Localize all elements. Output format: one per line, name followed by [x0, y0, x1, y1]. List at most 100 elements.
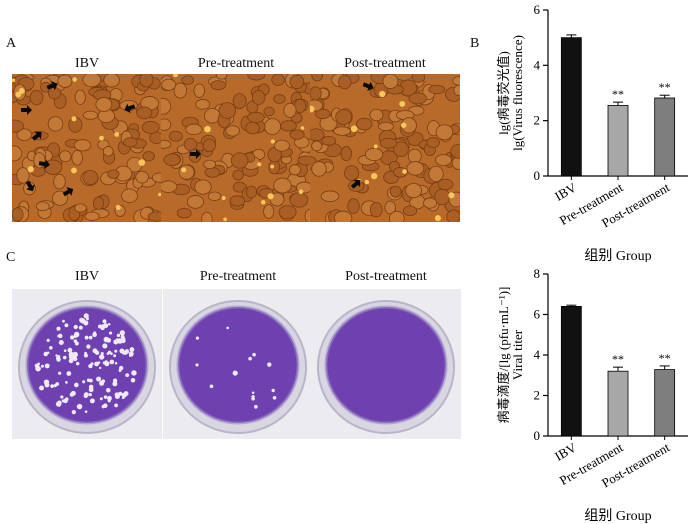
cell	[251, 89, 266, 105]
plaque	[107, 395, 112, 401]
plaque	[70, 390, 76, 396]
plaque	[114, 403, 119, 408]
bright-cell	[27, 166, 34, 173]
plaque	[94, 361, 99, 367]
cell	[84, 211, 100, 221]
cell	[202, 138, 216, 153]
plaque	[73, 334, 77, 339]
bright-cell	[400, 122, 407, 128]
cell	[135, 170, 149, 184]
plaque-well	[311, 289, 461, 439]
bar	[607, 370, 629, 437]
bright-cell	[223, 217, 227, 222]
panel-a-label-pre: Pre-treatment	[197, 56, 275, 71]
panel-a-label-ibv: IBV	[74, 56, 100, 71]
y-tick-label: 6	[534, 2, 541, 17]
cell	[161, 118, 172, 131]
plaque	[248, 356, 252, 361]
plaque	[72, 353, 75, 357]
bright-cell	[402, 169, 407, 175]
bright-cell	[298, 189, 304, 195]
plaque	[55, 354, 58, 357]
cell	[161, 180, 178, 193]
cell	[225, 125, 240, 137]
cell	[161, 98, 172, 115]
plaque	[50, 384, 54, 388]
cell	[195, 99, 211, 110]
arrow-marker-icon	[190, 149, 201, 159]
plaque	[86, 344, 91, 349]
plaque	[66, 371, 72, 376]
arrow-marker-icon	[25, 180, 35, 192]
cell	[82, 110, 99, 120]
cell	[136, 106, 153, 120]
cell	[121, 188, 138, 203]
bright-cell	[257, 162, 262, 167]
cell	[434, 154, 452, 166]
cell	[446, 209, 460, 222]
plaque	[84, 410, 88, 413]
plaque	[108, 331, 113, 335]
y-axis-title: lg(病毒荧光值)	[496, 51, 511, 135]
arrow-marker-icon	[21, 80, 136, 197]
x-axis-title: 组别 Group	[584, 248, 651, 262]
plaque	[267, 362, 272, 367]
cell	[247, 74, 266, 81]
y-axis-title: lg(Virus fluorescence)	[510, 35, 525, 151]
cell	[347, 198, 360, 214]
y-tick-label: 4	[534, 57, 541, 72]
plaque	[124, 349, 130, 354]
cell	[73, 139, 92, 152]
cell	[229, 195, 246, 207]
cell	[408, 92, 427, 105]
cell	[102, 146, 114, 157]
cell	[12, 207, 24, 222]
cell	[273, 94, 286, 104]
plaque	[62, 355, 67, 360]
well-stain	[178, 307, 298, 423]
bright-cell	[71, 167, 77, 174]
arrow-marker-icon	[124, 103, 136, 114]
plaque	[62, 319, 65, 323]
cell	[333, 210, 353, 222]
bar	[607, 105, 629, 177]
cell	[147, 211, 162, 222]
x-tick-label: IBV	[552, 179, 579, 203]
arrow-marker-icon	[350, 81, 374, 189]
micro-image-post	[310, 74, 460, 222]
y-tick-label: 8	[534, 266, 541, 281]
plaque	[76, 403, 83, 410]
plaque	[272, 395, 277, 400]
cell	[186, 195, 205, 209]
plaque	[92, 348, 98, 354]
plaque	[56, 326, 61, 331]
cell	[311, 161, 327, 177]
cell	[181, 75, 195, 85]
bright-cell	[373, 144, 378, 149]
plaque	[101, 324, 105, 327]
significance-label: **	[659, 351, 671, 365]
cell	[369, 108, 384, 122]
plaque	[112, 381, 118, 387]
cell	[315, 108, 331, 120]
cell	[393, 141, 409, 157]
cell	[201, 211, 213, 222]
arrow-marker-icon	[46, 80, 58, 91]
cell	[29, 89, 44, 106]
plaque	[71, 410, 76, 415]
bright-cell	[270, 164, 275, 169]
cell	[402, 205, 418, 217]
cell	[95, 97, 113, 112]
bar	[654, 97, 676, 177]
plaque	[88, 387, 94, 393]
cell	[423, 197, 438, 209]
plaque	[79, 317, 84, 323]
arrow-marker-icon	[62, 187, 74, 197]
cell	[278, 205, 297, 220]
cell	[426, 137, 440, 148]
cell	[142, 151, 155, 162]
cell	[163, 153, 181, 167]
cell	[288, 164, 301, 176]
plaque	[103, 395, 108, 399]
chart-b: 0 2 4 6 lg(病毒荧光值) lg(Virus fluorescence) IBV **…	[496, 2, 688, 262]
